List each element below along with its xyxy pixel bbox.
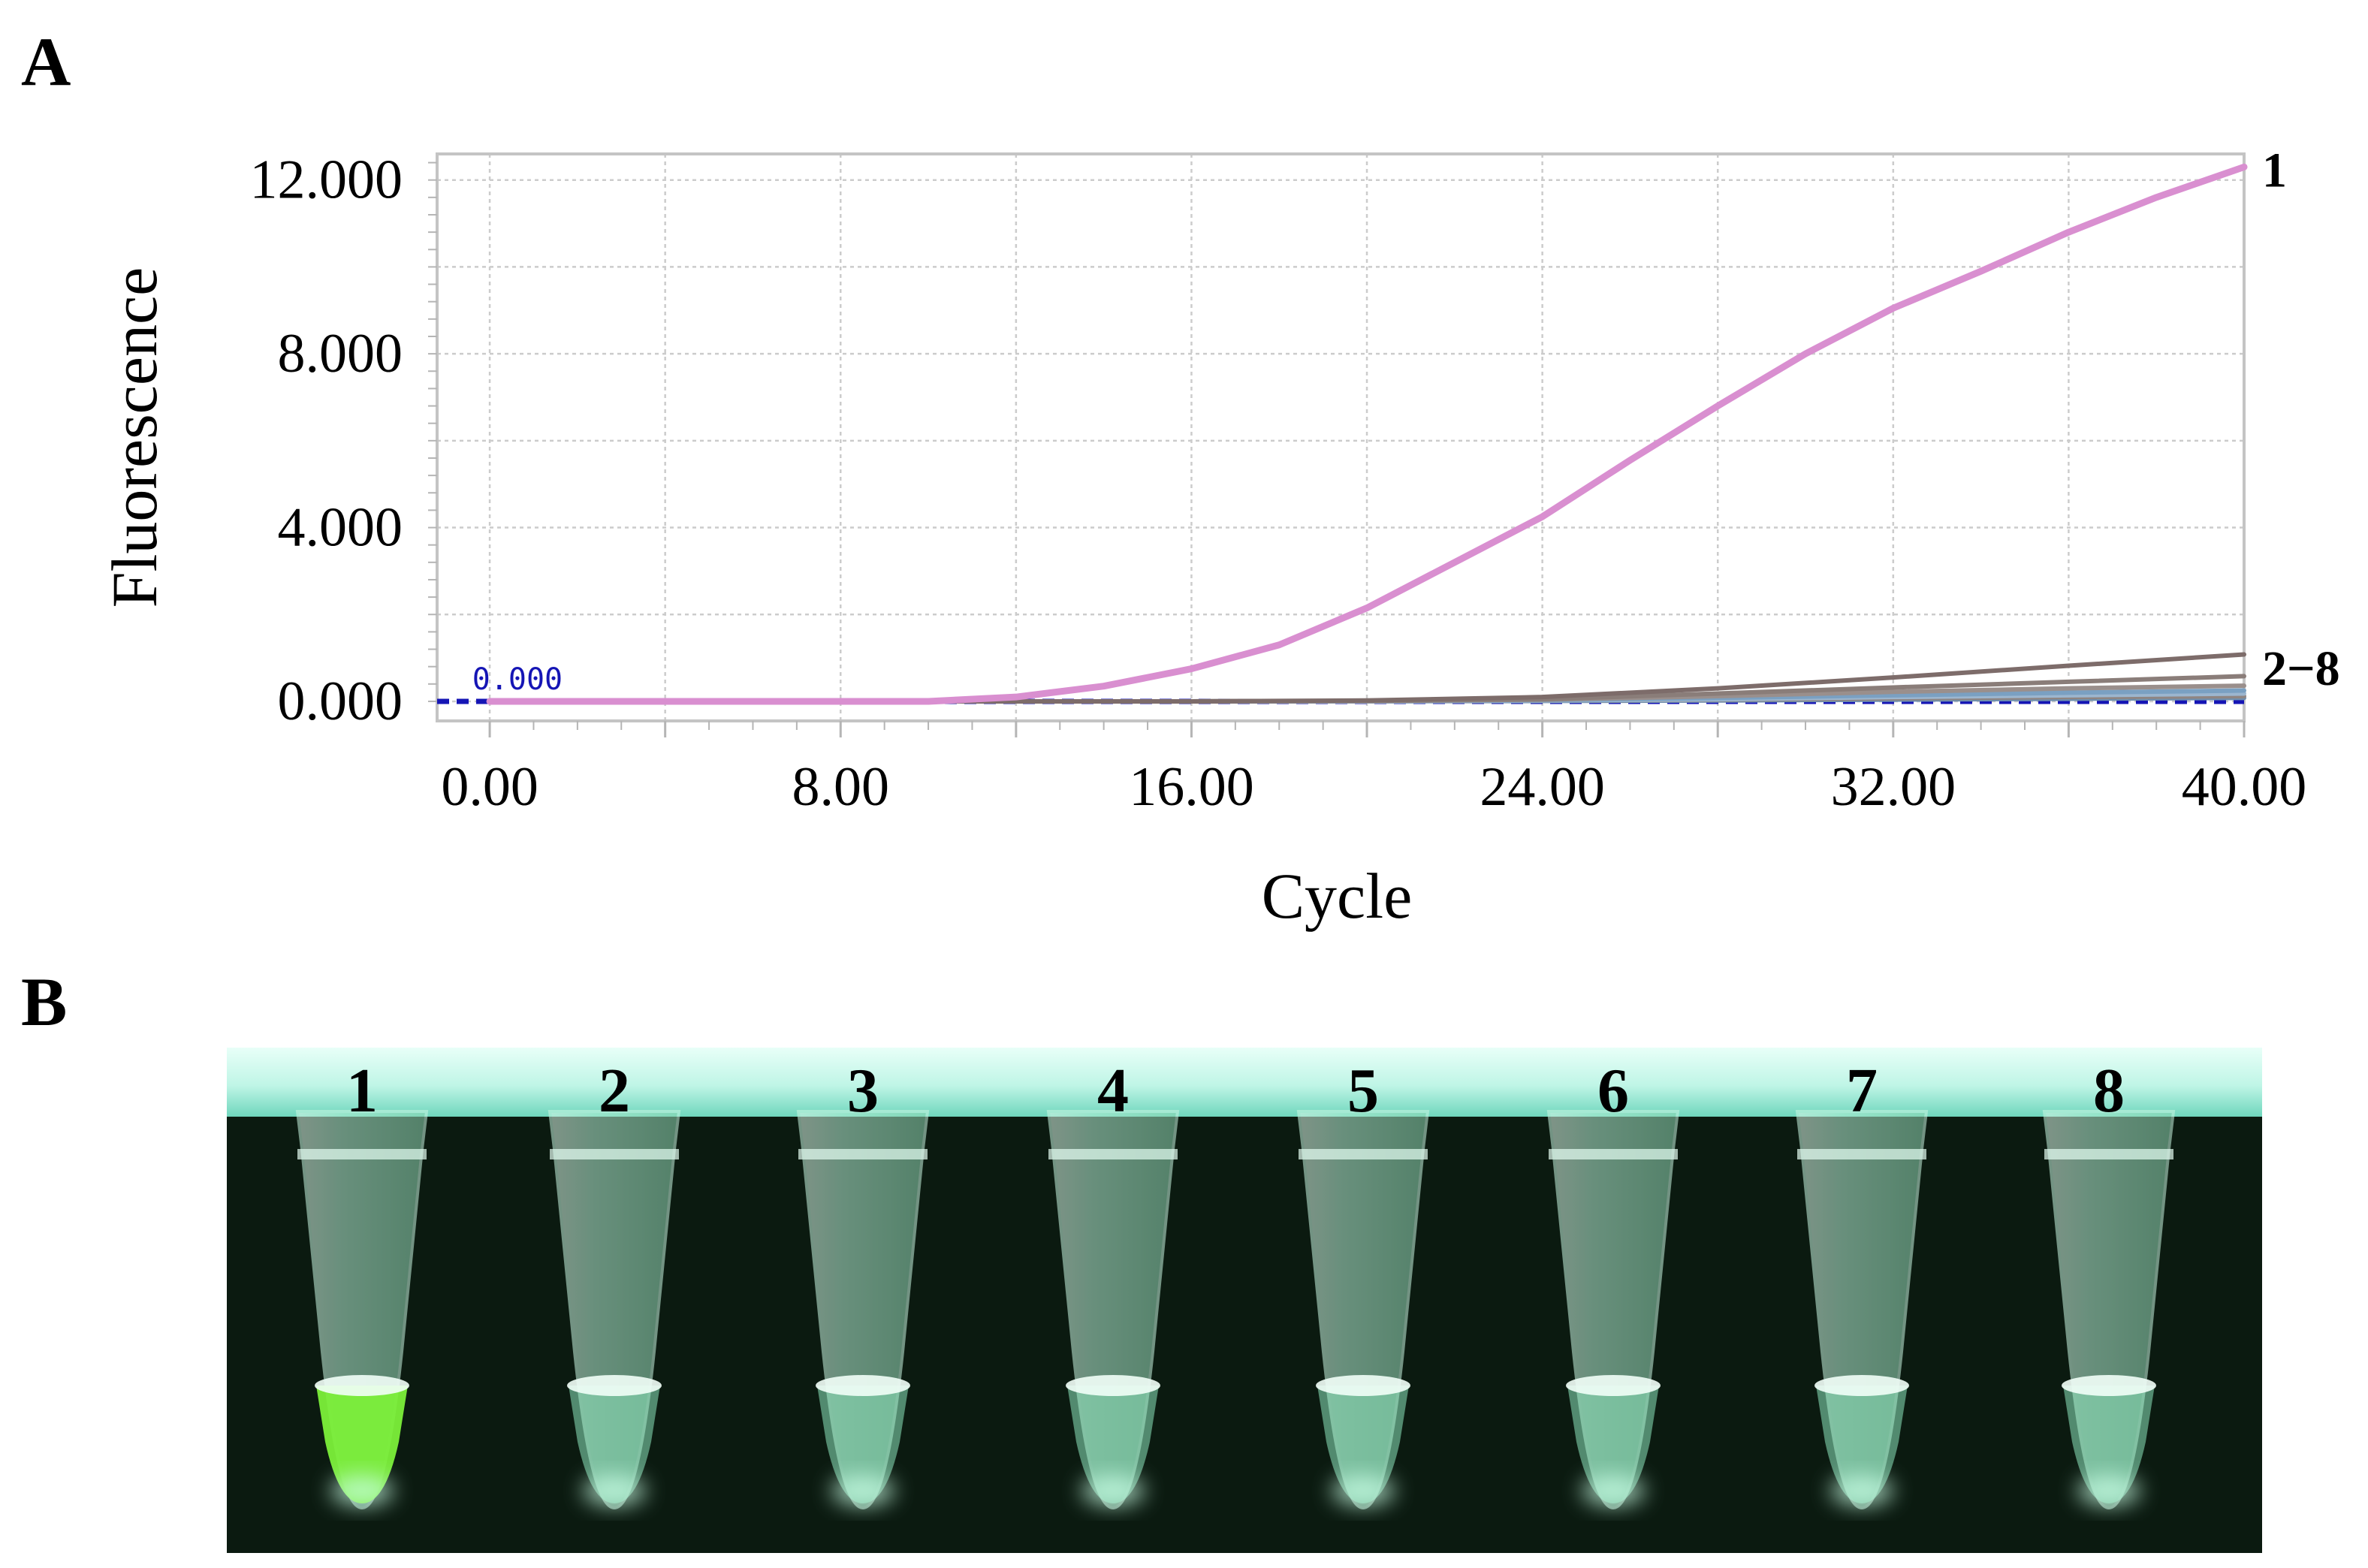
tube-liquid [1567, 1386, 1659, 1503]
x-tick-label: 0.00 [441, 756, 538, 818]
tube-tip-glow [831, 1476, 894, 1506]
tube-meniscus [816, 1375, 910, 1396]
tube-tip-glow [2077, 1476, 2140, 1506]
photo-background [227, 1048, 2262, 1553]
tube-rim [1549, 1149, 1678, 1159]
y-tick-label: 12.000 [250, 149, 403, 211]
tube-tip-glow [583, 1476, 646, 1506]
tube-label-7: 7 [1846, 1056, 1878, 1126]
tube-body [1795, 1110, 1929, 1510]
tube-liquid [2063, 1386, 2155, 1503]
tube-meniscus [1566, 1375, 1661, 1396]
annotation-curves-2-8: 2−8 [2262, 641, 2340, 696]
tube-tip-glow [1332, 1476, 1395, 1506]
tube-6: 6 [1546, 1056, 1680, 1510]
tube-liquid [316, 1386, 408, 1503]
x-tick-label: 16.00 [1129, 756, 1254, 818]
x-tick-label: 32.00 [1831, 756, 1956, 818]
y-tick-label: 8.000 [278, 323, 403, 384]
tube-body [548, 1110, 681, 1510]
tube-5: 5 [1296, 1056, 1430, 1510]
y-tick-label: 0.000 [278, 671, 403, 732]
tube-tip-glow [1582, 1476, 1645, 1506]
x-tick-label: 24.00 [1480, 756, 1605, 818]
tube-tip-glow [1830, 1476, 1893, 1506]
tube-meniscus [1814, 1375, 1909, 1396]
tube-body [796, 1110, 930, 1510]
tube-body [1546, 1110, 1680, 1510]
tube-rim [798, 1149, 928, 1159]
tube-meniscus [1066, 1375, 1160, 1396]
tube-liquid [1317, 1386, 1409, 1503]
tube-7: 7 [1795, 1056, 1929, 1510]
tube-liquid [569, 1386, 660, 1503]
x-tick-label: 40.00 [2182, 756, 2307, 818]
amplification-chart: 0.000 0.000 4.000 8.000 12.000 0.00 8.00 16.00 2… [98, 143, 2340, 932]
tube-body [1046, 1110, 1180, 1510]
tube-liquid [817, 1386, 909, 1503]
tube-tip-glow [330, 1476, 394, 1506]
tube-rim [550, 1149, 679, 1159]
tube-label-2: 2 [599, 1056, 630, 1126]
x-axis-title: Cycle [1262, 860, 1413, 932]
tube-rim [297, 1149, 427, 1159]
y-axis-title: Fluorescence [98, 267, 170, 608]
tube-2: 2 [548, 1056, 681, 1510]
tube-meniscus [2062, 1375, 2156, 1396]
annotation-curve-1: 1 [2262, 143, 2287, 198]
panel-b-label: B [21, 963, 68, 1040]
tube-liquid [1067, 1386, 1159, 1503]
grid [437, 154, 2246, 721]
tube-label-4: 4 [1097, 1056, 1129, 1126]
tube-tip-glow [1081, 1476, 1145, 1506]
tube-meniscus [1316, 1375, 1410, 1396]
tube-label-1: 1 [346, 1056, 378, 1126]
tube-meniscus [315, 1375, 409, 1396]
tube-label-3: 3 [847, 1056, 879, 1126]
tube-1: 1 [295, 1056, 429, 1510]
tube-body [1296, 1110, 1430, 1510]
tube-rim [2044, 1149, 2173, 1159]
panel-a-label: A [21, 23, 71, 100]
tube-rim [1299, 1149, 1428, 1159]
tube-meniscus [567, 1375, 662, 1396]
y-tick-label: 4.000 [278, 497, 403, 559]
tube-body [2042, 1110, 2176, 1510]
tube-label-6: 6 [1597, 1056, 1629, 1126]
tube-label-8: 8 [2093, 1056, 2125, 1126]
tube-4: 4 [1046, 1056, 1180, 1510]
series-line-1 [486, 163, 2248, 705]
plot-frame [436, 152, 2246, 722]
tube-rim [1048, 1149, 1178, 1159]
tube-rack [227, 1048, 2262, 1117]
tube-label-5: 5 [1347, 1056, 1379, 1126]
threshold-label: 0.000 [472, 662, 563, 697]
tube-8: 8 [2042, 1056, 2176, 1510]
tube-3: 3 [796, 1056, 930, 1510]
tube-rim [1797, 1149, 1926, 1159]
tube-liquid [1816, 1386, 1908, 1503]
tube-body [295, 1110, 429, 1510]
x-tick-label: 8.00 [792, 756, 890, 818]
